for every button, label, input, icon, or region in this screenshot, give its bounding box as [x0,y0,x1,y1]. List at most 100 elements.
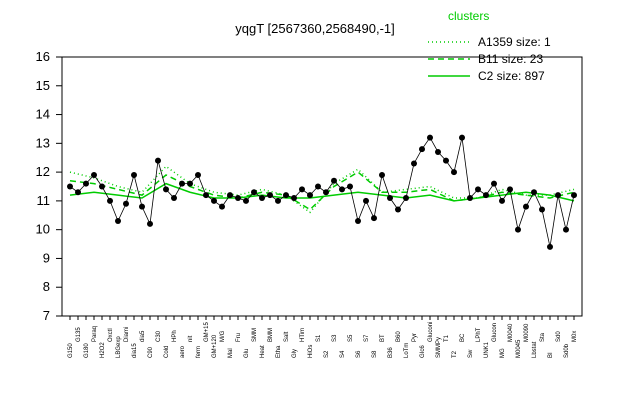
data-point [227,192,233,199]
data-point [459,134,465,141]
data-point [411,160,417,167]
x-tick-label: M0040 [508,323,514,342]
data-point [195,171,201,178]
x-tick-label: HTim [300,328,306,342]
data-point [563,226,569,233]
data-point [355,218,361,225]
data-point [99,183,105,190]
x-tick-label: ferm [196,346,202,358]
data-point [179,180,185,187]
data-point [299,186,305,193]
x-tick-label: G150 [68,343,74,358]
data-point [347,183,353,190]
data-point [91,171,97,178]
x-tick-label: S8 [372,350,378,358]
x-tick-label: dia5 [140,330,146,342]
data-point [139,203,145,210]
x-tick-label: C90 [148,346,154,358]
plot-border [61,56,583,317]
data-point [515,226,521,233]
legend-label: C2 size: 897 [478,69,545,83]
x-tick-label: Sta [540,332,546,342]
x-tick-label: S5 [348,334,354,342]
y-tick-label: 12 [36,164,50,179]
data-point [443,157,449,164]
x-tick-label: Mal [228,348,234,358]
x-tick-label: M/G [220,330,226,342]
legend-title: clusters [448,9,489,23]
data-point [67,183,73,190]
data-point [387,195,393,202]
x-tick-label: LBGexp [116,336,122,358]
data-point [475,186,481,193]
data-point [451,169,457,176]
x-tick-label: Fru [236,333,242,342]
data-point [211,197,217,204]
x-tick-label: B36 [388,347,394,358]
data-point [171,195,177,202]
y-tick-label: 16 [36,49,50,64]
data-point [547,243,553,250]
x-tick-label: BC [460,333,466,342]
x-tick-label: G135 [76,327,82,342]
data-point [163,186,169,193]
x-tick-label: Sd0 [556,331,562,342]
data-point [83,180,89,187]
data-point [275,197,281,204]
data-point [107,197,113,204]
data-point [395,206,401,213]
data-point [363,197,369,204]
data-point [219,203,225,210]
data-point [283,192,289,199]
x-tick-label: Cold [164,346,170,358]
x-tick-label: Lbstat [532,341,538,358]
x-tick-label: BI [548,352,554,358]
x-tick-label: Sw [468,349,474,358]
x-tick-label: S1 [316,334,322,342]
x-tick-label: Paraq [92,326,98,342]
data-point [131,171,137,178]
x-tick-label: T2 [452,350,458,358]
x-tick-label: LPhT [476,327,482,342]
data-point [531,189,537,196]
x-tick-label: Salt [284,331,290,342]
x-tick-label: GM+120 [212,334,218,358]
data-point [259,195,265,202]
data-point [331,177,337,184]
x-tick-label: M0x [572,331,578,342]
x-tick-label: SMMPy [436,337,442,358]
data-point [123,200,129,207]
x-tick-label: G180 [84,343,90,358]
x-tick-label: Sd0b [564,343,570,358]
x-tick-label: aero [180,345,186,358]
x-tick-label: Gly [292,349,298,358]
data-point [555,192,561,199]
x-axis: G150G135G180ParaqH2O2OxctlLBGexpDiamidia… [68,316,578,358]
x-tick-label: BMM [268,328,274,342]
x-tick-label: UNK1 [484,341,490,358]
y-tick-label: 14 [36,107,50,122]
data-point [571,192,577,199]
data-point [155,157,161,164]
x-tick-label: S2 [324,350,330,358]
data-point [435,148,441,155]
data-point [291,195,297,202]
data-point [419,146,425,153]
plot-area [61,56,583,317]
data-point [539,206,545,213]
data-point [235,195,241,202]
x-tick-label: LoTm [404,343,410,358]
x-tick-label: Pyr [412,333,418,342]
y-tick-label: 15 [36,78,50,93]
data-point [507,186,513,193]
data-point [499,197,505,204]
data-point [427,134,433,141]
x-tick-label: Heat [260,345,266,358]
data-point [75,189,81,196]
data-point [315,183,321,190]
x-tick-label: Etha [276,345,282,358]
data-point [251,189,257,196]
data-point [243,197,249,204]
x-tick-label: Diami [124,327,130,342]
